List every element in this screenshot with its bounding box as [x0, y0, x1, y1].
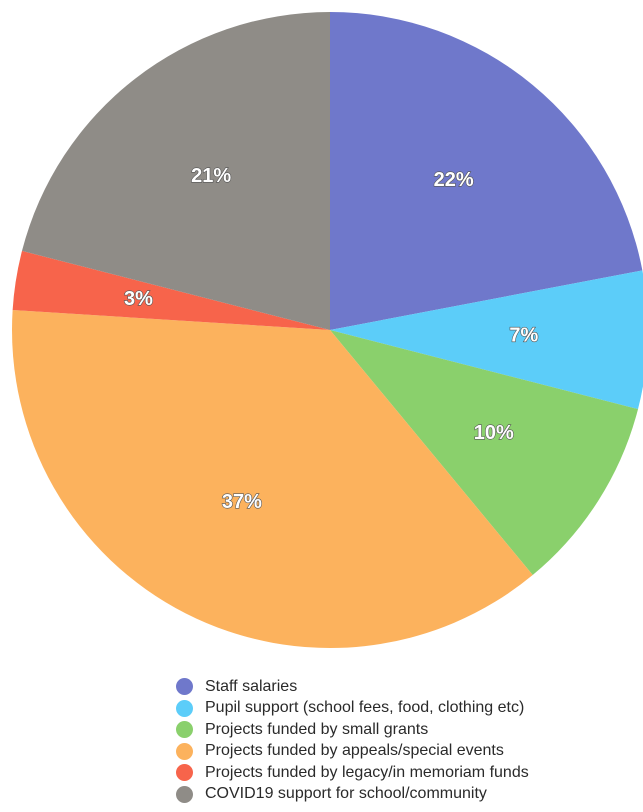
legend-swatch-icon	[176, 699, 193, 717]
legend-item-4: Projects funded by appeals/special event…	[176, 741, 529, 763]
legend-swatch-icon	[176, 764, 193, 782]
slice-label-5: 3%	[124, 288, 153, 310]
slice-label-2: 7%	[509, 324, 538, 346]
pie-slice-6	[21, 12, 331, 330]
legend-label: Projects funded by small grants	[205, 720, 429, 738]
pie-slice-4	[11, 310, 533, 648]
legend-swatch-icon	[176, 785, 193, 803]
legend-item-6: COVID19 support for school/community	[176, 784, 529, 806]
legend-item-3: Projects funded by small grants	[176, 719, 529, 741]
legend-swatch-icon	[176, 678, 193, 696]
slice-label-4: 37%	[222, 491, 262, 513]
legend-label: COVID19 support for school/community	[205, 785, 487, 803]
legend-label: Staff salaries	[205, 677, 298, 695]
legend-swatch-icon	[176, 742, 193, 760]
legend: Staff salaries Pupil support (school fees…	[176, 676, 529, 805]
slice-label-1: 22%	[434, 169, 474, 191]
pie-slice-2	[330, 270, 643, 410]
legend-label: Projects funded by legacy/in memoriam fu…	[205, 763, 529, 781]
slice-label-6: 21%	[191, 165, 231, 187]
legend-item-2: Pupil support (school fees, food, clothi…	[176, 698, 529, 720]
legend-item-5: Projects funded by legacy/in memoriam fu…	[176, 762, 529, 784]
legend-swatch-icon	[176, 721, 193, 739]
legend-label: Projects funded by appeals/special event…	[205, 742, 504, 760]
pie-slice-1	[330, 12, 643, 330]
pie-chart: 22% 7% 10% 37% 3% 21%	[11, 12, 643, 648]
legend-label: Pupil support (school fees, food, clothi…	[205, 699, 525, 717]
legend-item-1: Staff salaries	[176, 676, 529, 698]
slice-label-3: 10%	[474, 422, 514, 444]
pie-slice-3	[330, 330, 639, 576]
pie-slice-5	[12, 250, 330, 330]
